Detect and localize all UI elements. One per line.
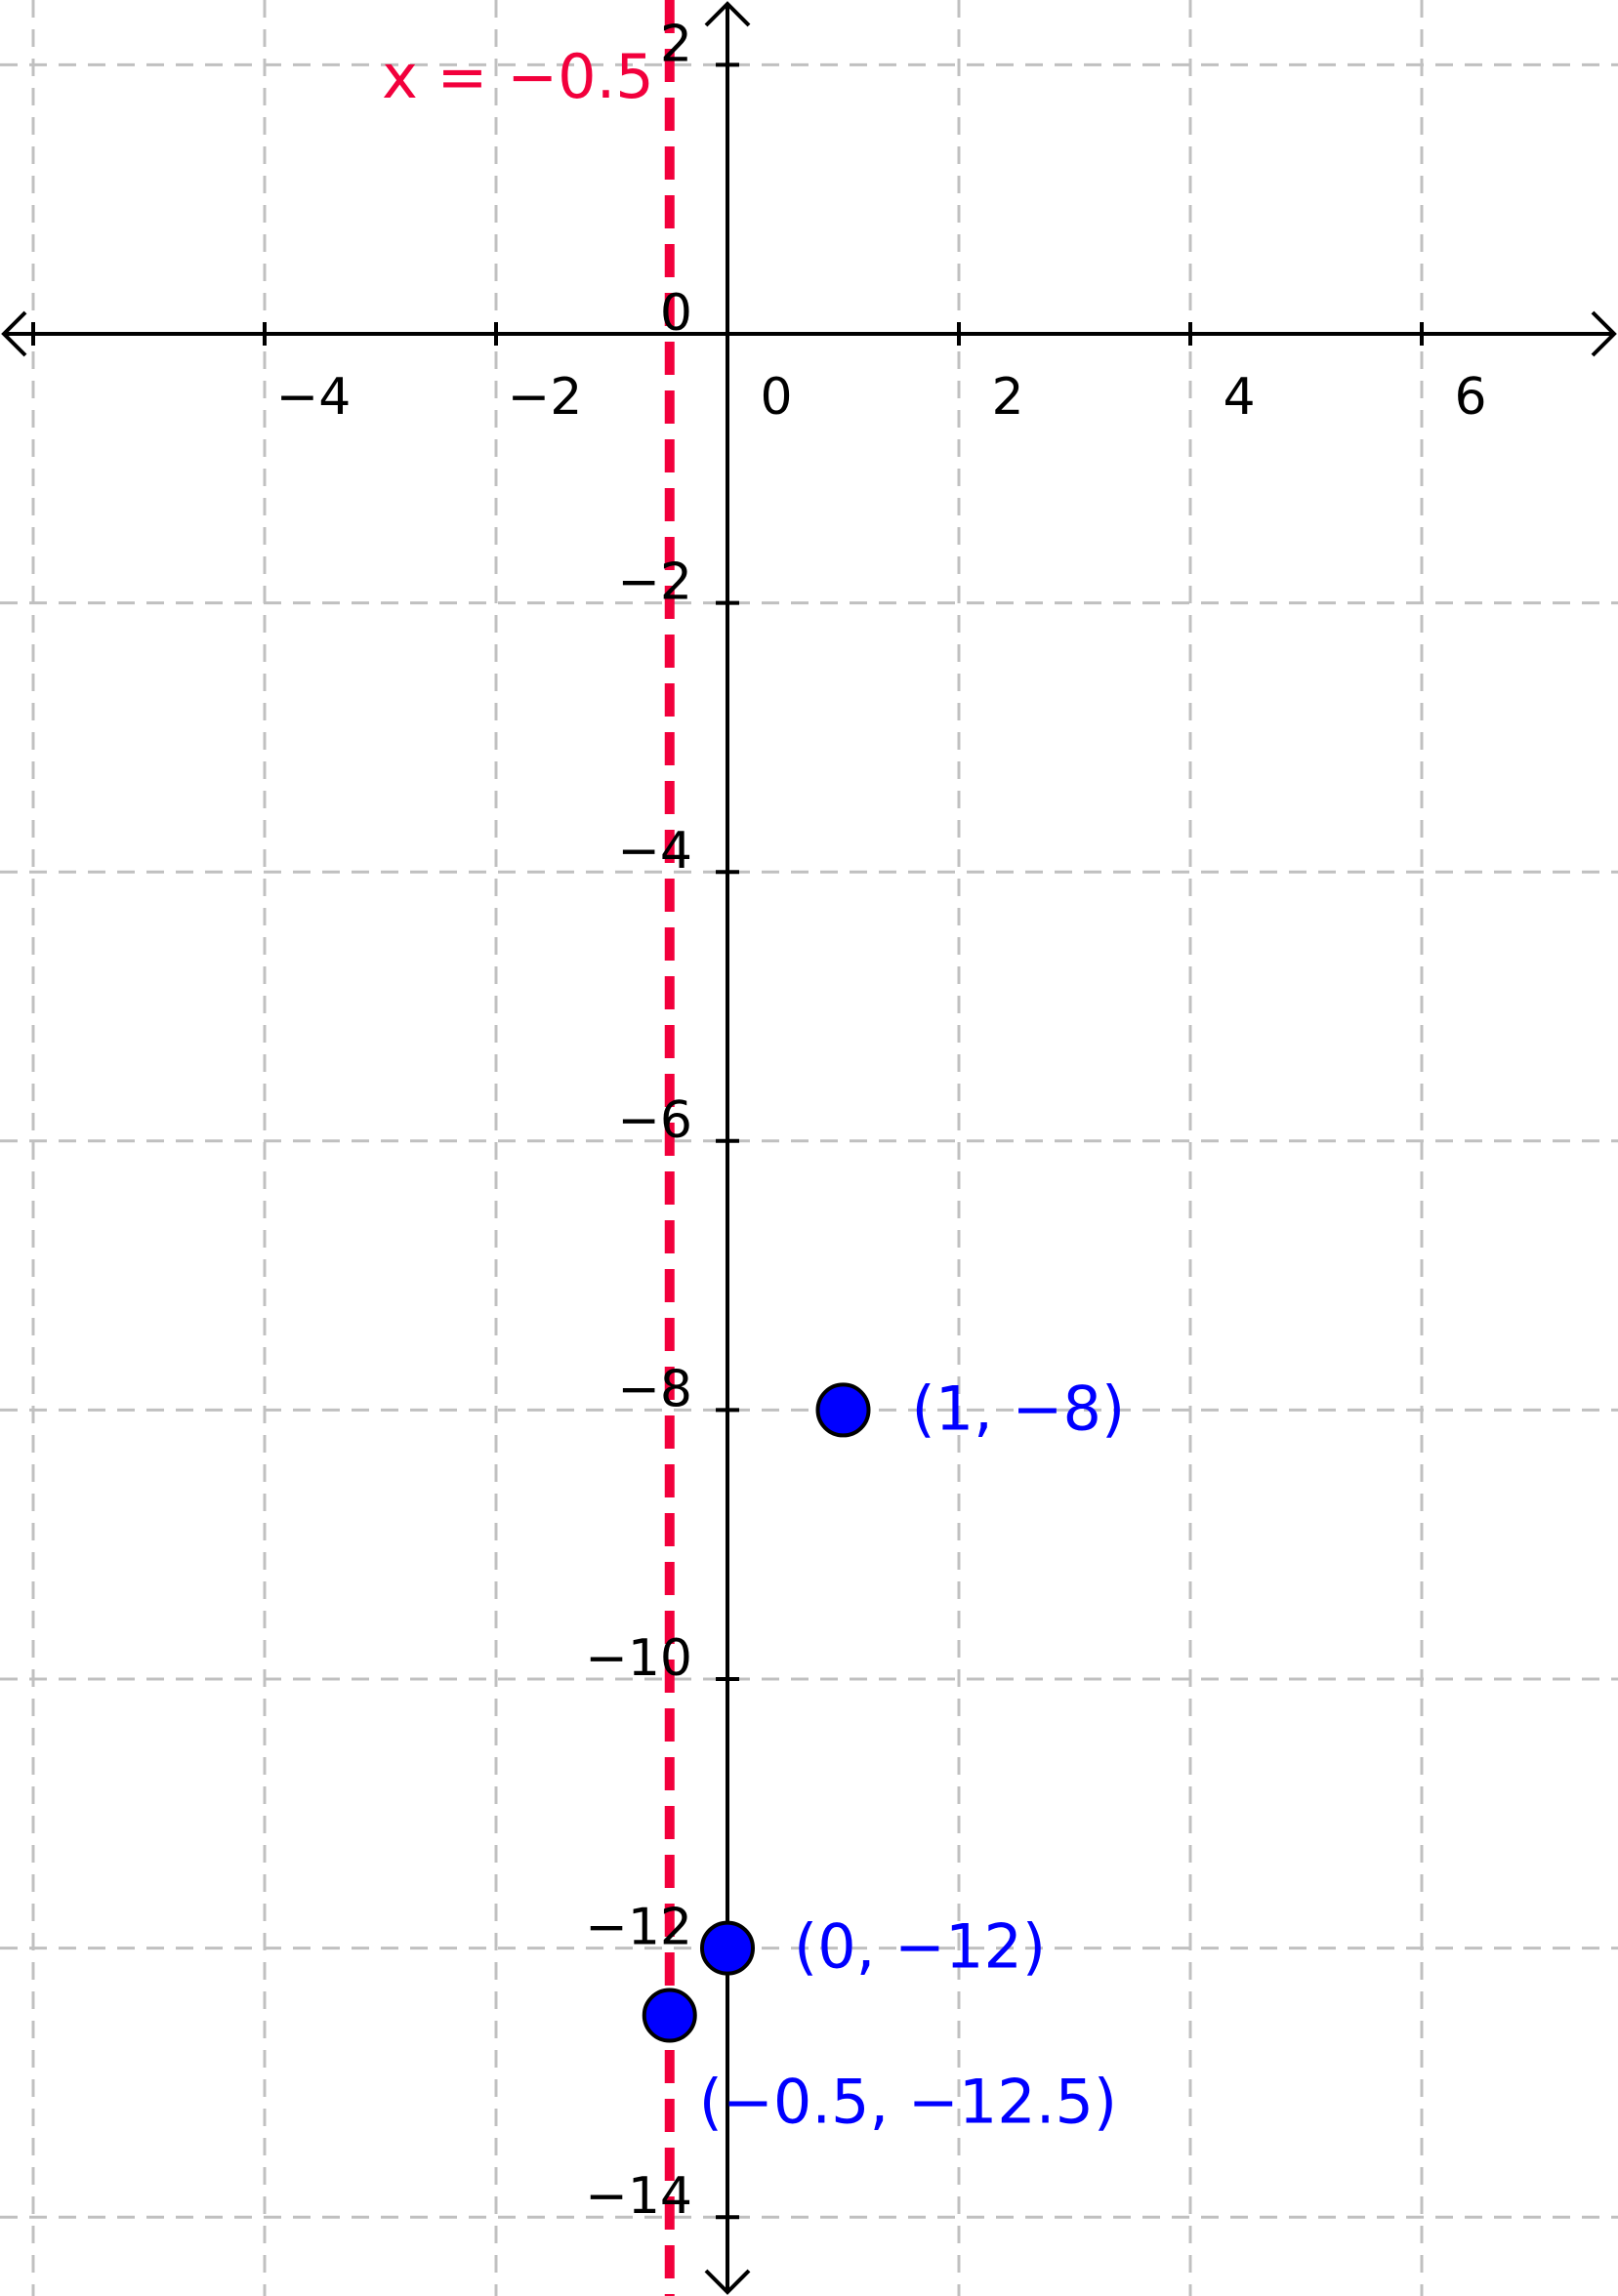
data-point-label: (1, −8) [912,1373,1126,1444]
y-tick-label: −2 [617,554,692,612]
x-tick-label: 0 [760,368,792,427]
data-point-label: (0, −12) [794,1911,1046,1983]
y-tick-label: −8 [617,1360,692,1418]
tick-labels: −4 −2 0 2 4 6 2 0 −2 −4 −6 −8 −10 −12 −14 [276,15,1487,2226]
vertical-line-label: x = −0.5 [382,41,654,112]
data-point-label: (−0.5, −12.5) [699,2067,1117,2138]
x-tick-label: 4 [1223,368,1255,427]
y-axis-arrow-down [704,2269,751,2295]
data-point [642,1988,697,2043]
data-point [700,1920,755,1976]
x-tick-label: −2 [508,368,583,427]
y-tick-label: −10 [585,1629,692,1688]
vertical-line-group: x = −0.5 [382,0,675,2296]
x-tick-label: −4 [276,368,352,427]
y-tick-label: −4 [617,822,692,881]
y-tick-label: −14 [585,2167,692,2226]
y-tick-label: 2 [660,15,692,73]
data-points: (1, −8) (0, −12) (−0.5, −12.5) [642,1373,1126,2138]
data-point [815,1382,871,1438]
y-tick-label: −6 [617,1091,692,1150]
y-tick-label: −12 [585,1899,692,1957]
y-axis-arrow-up [704,1,751,27]
x-axis-arrow-right [1591,310,1617,357]
y-tick-label: 0 [660,284,692,343]
x-tick-label: 6 [1454,368,1486,427]
x-tick-label: 2 [991,368,1023,427]
x-axis-arrow-left [1,310,27,357]
